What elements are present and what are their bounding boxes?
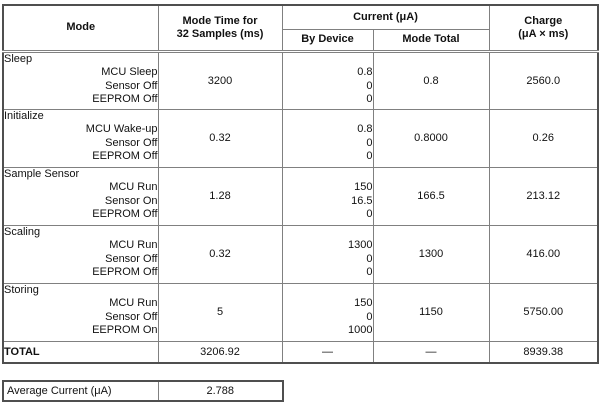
device-line: MCU Run: [109, 239, 158, 251]
device-line: MCU Wake-up: [85, 123, 158, 135]
header-current-group: Current (μA): [281, 4, 490, 30]
by-device-cell: 150 16.5 0: [281, 166, 374, 226]
charge-cell: 2560.0: [488, 50, 599, 110]
by-device-value: 0: [366, 208, 373, 220]
charge-cell: 0.26: [488, 108, 599, 168]
by-device-spacer: [283, 168, 372, 181]
header-mode-time-line2: 32 Samples (ms): [176, 27, 264, 40]
by-device-value: 0: [366, 266, 373, 278]
by-device-value: 1300: [348, 239, 373, 251]
by-device-value: 0: [366, 150, 373, 162]
device-line: MCU Run: [109, 297, 158, 309]
by-device-spacer: [283, 226, 372, 239]
mode-name: Sleep: [4, 52, 33, 65]
by-device-cell: 150 0 1000: [281, 282, 374, 342]
by-device-value: 0.8: [357, 66, 373, 78]
by-device-value: 1000: [348, 324, 373, 336]
average-current-row: Average Current (μA) 2.788: [2, 380, 284, 402]
table-row-sample-sensor: Sample Sensor MCU Run Sensor On EEPROM O…: [2, 166, 599, 226]
mode-cell: Scaling MCU Run Sensor Off EEPROM Off: [2, 224, 159, 284]
average-current-label: Average Current (μA): [2, 380, 159, 402]
header-row-2: By Device Mode Total: [3, 28, 598, 53]
device-line: EEPROM Off: [92, 93, 158, 105]
by-device-value: 150: [354, 297, 373, 309]
mode-time-cell: 1.28: [157, 166, 283, 226]
mode-name: Storing: [4, 283, 39, 296]
header-by-device: By Device: [281, 28, 374, 53]
total-by-device-dash: —: [281, 340, 374, 364]
device-line: EEPROM Off: [92, 208, 158, 220]
header-mode-total: Mode Total: [372, 28, 490, 53]
average-current-table: Average Current (μA) 2.788: [2, 380, 284, 402]
header-mode-time-line1: Mode Time for: [182, 14, 258, 27]
mode-cell: Sample Sensor MCU Run Sensor On EEPROM O…: [2, 166, 159, 226]
by-device-value: 0: [366, 93, 373, 105]
header-charge-line2: (μA × ms): [518, 27, 569, 40]
mode-total-cell: 0.8: [372, 50, 490, 110]
table-row-scaling: Scaling MCU Run Sensor Off EEPROM Off 0.…: [2, 224, 599, 284]
by-device-spacer: [283, 53, 372, 67]
device-line: EEPROM Off: [92, 266, 158, 278]
header-mode-time: Mode Time for 32 Samples (ms): [157, 4, 283, 53]
mode-cell: Storing MCU Run Sensor Off EEPROM On: [2, 282, 159, 342]
mode-total-cell: 0.8000: [372, 108, 490, 168]
mode-name: Sample Sensor: [4, 167, 80, 180]
mode-total-cell: 1150: [372, 282, 490, 342]
mode-cell: Sleep MCU Sleep Sensor Off EEPROM Off: [2, 50, 159, 110]
total-charge: 8939.38: [488, 340, 599, 364]
by-device-value: 150: [354, 181, 373, 193]
average-current-value: 2.788: [157, 380, 284, 402]
by-device-cell: 0.8 0 0: [281, 50, 374, 110]
header-charge: Charge (μA × ms): [488, 4, 599, 53]
by-device-cell: 0.8 0 0: [281, 108, 374, 168]
charge-cell: 213.12: [488, 166, 599, 226]
device-line: Sensor Off: [105, 310, 158, 323]
by-device-value: 0: [366, 252, 373, 265]
mode-total-cell: 1300: [372, 224, 490, 284]
mode-time-cell: 5: [157, 282, 283, 342]
device-line: Sensor Off: [105, 79, 158, 92]
charge-cell: 416.00: [488, 224, 599, 284]
device-line: MCU Run: [109, 181, 158, 193]
by-device-value: 16.5: [351, 194, 373, 207]
total-mode-total-dash: —: [372, 340, 490, 364]
table-row-initialize: Initialize MCU Wake-up Sensor Off EEPROM…: [2, 108, 599, 168]
mode-time-cell: 0.32: [157, 224, 283, 284]
by-device-value: 0: [366, 136, 373, 149]
mode-time-cell: 0.32: [157, 108, 283, 168]
device-line: EEPROM Off: [92, 150, 158, 162]
device-line: Sensor Off: [105, 136, 158, 149]
header-mode: Mode: [2, 4, 159, 53]
charge-cell: 5750.00: [488, 282, 599, 342]
by-device-spacer: [283, 110, 372, 123]
by-device-spacer: [283, 284, 372, 297]
by-device-value: 0.8: [357, 123, 373, 135]
mode-total-cell: 166.5: [372, 166, 490, 226]
device-line: MCU Sleep: [101, 66, 158, 78]
by-device-value: 0: [366, 79, 373, 92]
header-charge-line1: Charge: [524, 14, 563, 27]
header-row-1: Mode Mode Time for 32 Samples (ms) Curre…: [2, 4, 599, 53]
mode-name: Initialize: [4, 109, 44, 122]
mode-cell: Initialize MCU Wake-up Sensor Off EEPROM…: [2, 108, 159, 168]
table-row-sleep: Sleep MCU Sleep Sensor Off EEPROM Off 32…: [2, 50, 599, 110]
table-row-storing: Storing MCU Run Sensor Off EEPROM On 5 1…: [2, 282, 599, 342]
device-line: Sensor On: [104, 194, 158, 207]
device-line: Sensor Off: [105, 252, 158, 265]
total-mode-time: 3206.92: [157, 340, 283, 364]
device-line: EEPROM On: [92, 324, 158, 336]
mode-time-cell: 3200: [157, 50, 283, 110]
power-modes-table: Mode Mode Time for 32 Samples (ms) Curre…: [2, 4, 599, 364]
by-device-value: 0: [366, 310, 373, 323]
total-label: TOTAL: [2, 340, 159, 364]
by-device-cell: 1300 0 0: [281, 224, 374, 284]
mode-name: Scaling: [4, 225, 41, 238]
table-row-total: TOTAL 3206.92 — — 8939.38: [2, 340, 599, 364]
